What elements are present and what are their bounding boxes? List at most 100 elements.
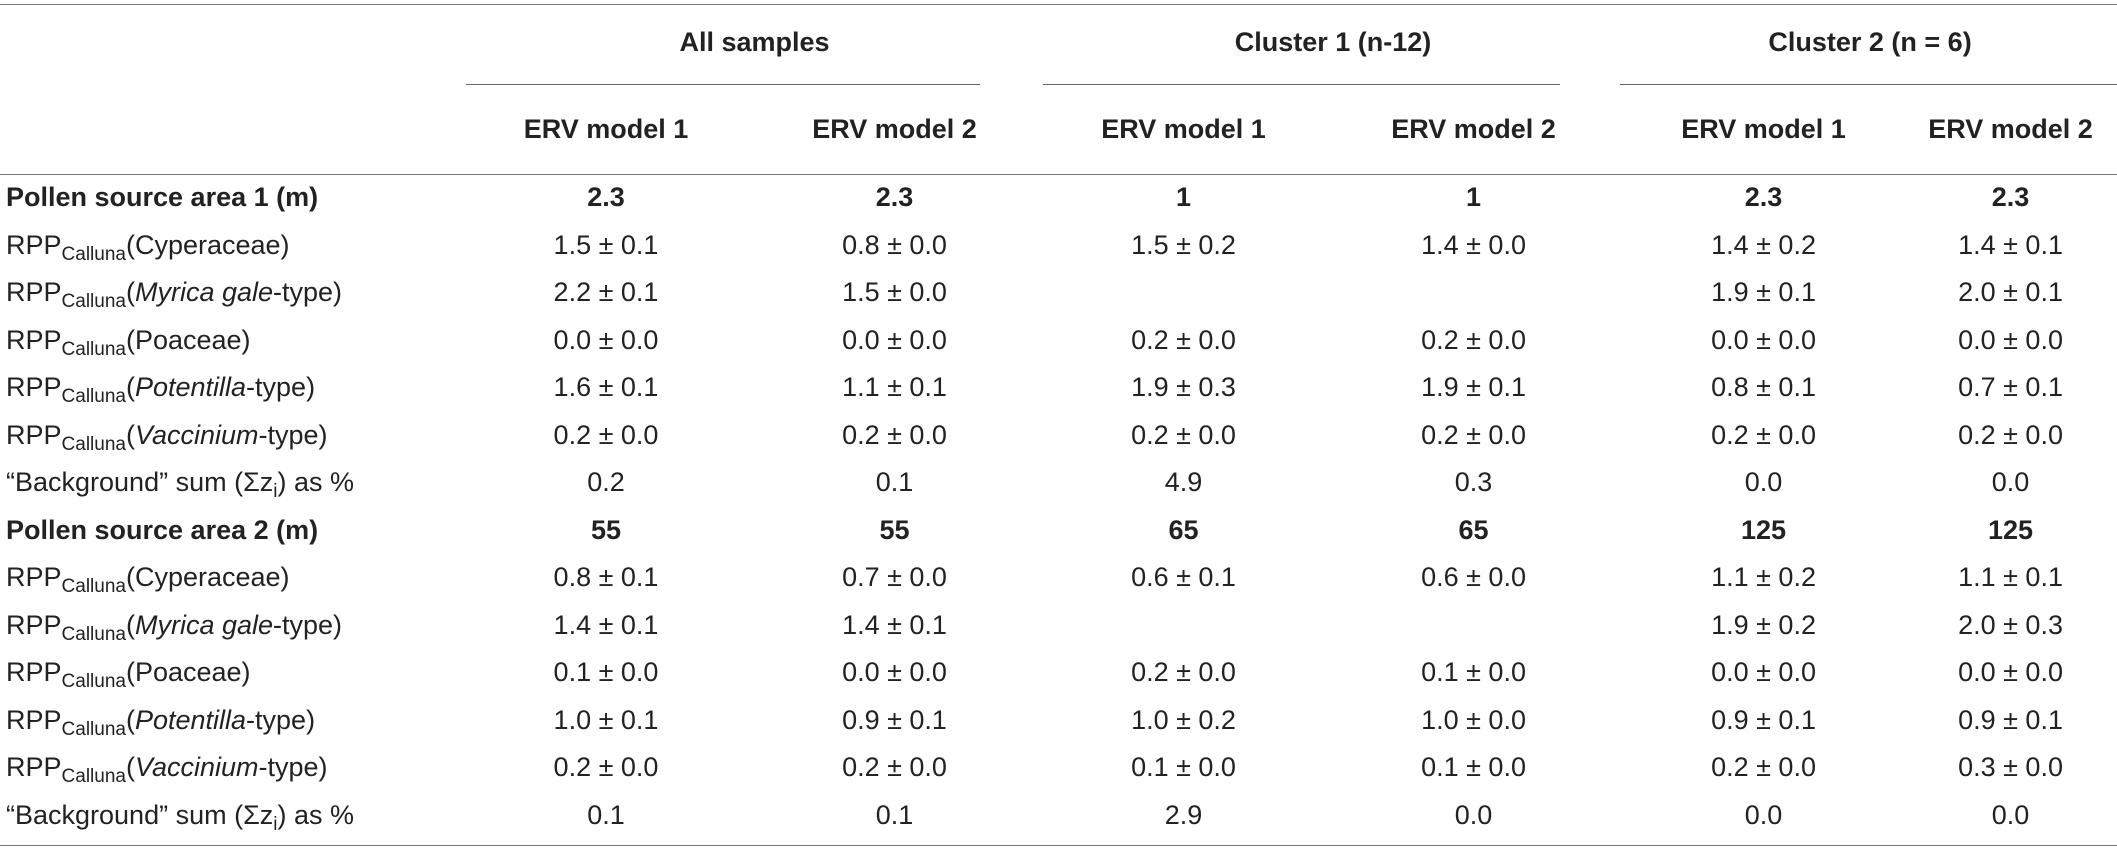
background-label-end: ) as % [277, 467, 355, 498]
table-row: RPPCalluna(Cyperaceae) 1.5 ± 0.1 0.8 ± 0.0… [0, 222, 2117, 270]
table-row: RPPCalluna(Poaceae) 0.1 ± 0.0 0.0 ± 0.0 0.2… [0, 649, 2117, 697]
taxon-open: ( [125, 277, 135, 308]
table-cell: 0.2 ± 0.0 [553, 752, 659, 783]
background-label: “Background” sum (Σz [6, 467, 274, 498]
table-cell: 65 [1458, 514, 1489, 545]
table-cell: 0.0 ± 0.0 [1958, 657, 2063, 688]
table-cell: 2.3 [587, 182, 625, 213]
rpp-subscript: Calluna [61, 433, 126, 455]
table-cell: 0.1 ± 0.0 [553, 657, 659, 688]
table-cell: 0.9 ± 0.1 [1958, 704, 2063, 735]
table-cell: 0.6 ± 0.1 [1131, 562, 1236, 593]
table-cell: 1.9 ± 0.2 [1711, 609, 1816, 640]
row-label: RPPCalluna(Vaccinium-type) [0, 744, 466, 792]
table-cell: 2.0 ± 0.3 [1958, 609, 2063, 640]
table-cell: 0.2 ± 0.0 [1711, 752, 1816, 783]
table-cell: 0.0 [1991, 467, 2030, 498]
table-cell: 0.2 ± 0.0 [1421, 419, 1526, 450]
table-cell: 2.3 [1991, 182, 2030, 213]
group-header-row: All samples Cluster 1 (n-12) Cluster 2 (… [0, 0, 2117, 84]
table-cell: 1.1 ± 0.2 [1711, 562, 1816, 593]
table-cell: 0.1 ± 0.0 [1421, 752, 1526, 783]
header-rule [0, 174, 2117, 175]
table-cell: 0.0 ± 0.0 [1711, 657, 1816, 688]
table-cell: 0.3 ± 0.0 [1958, 752, 2063, 783]
rpp-prefix: RPP [6, 419, 62, 450]
table-cell: 2.2 ± 0.1 [553, 277, 659, 308]
header-corner [0, 0, 466, 84]
table-row: RPPCalluna(Myrica gale-type) 1.4 ± 0.1 1.4… [0, 602, 2117, 650]
rpp-subscript: Calluna [61, 623, 126, 645]
row-label: RPPCalluna(Poaceae) [0, 649, 466, 697]
rpp-subscript: Calluna [61, 338, 126, 360]
table-cell: 125 [1741, 514, 1787, 545]
taxon-name-italic: Vaccinium [134, 419, 259, 450]
table-cell: 0.1 [587, 799, 625, 830]
table-row: “Background” sum (Σzi) as % 0.1 0.1 2.9 0.0 0… [0, 792, 2117, 840]
table-cell: 0.0 ± 0.0 [842, 657, 947, 688]
subheader-row: ERV model 1 ERV model 2 ERV model 1 ERV … [0, 84, 2117, 174]
taxon-name-italic: Vaccinium [134, 752, 259, 783]
table-cell [1043, 269, 1324, 317]
table-cell: 1.9 ± 0.3 [1131, 372, 1236, 403]
group-header: All samples [679, 26, 830, 57]
table-cell: 1.4 ± 0.0 [1421, 229, 1526, 260]
rpp-prefix: RPP [6, 657, 62, 688]
background-subscript: i [273, 813, 278, 835]
table-cell: 1.1 ± 0.1 [842, 372, 947, 403]
table-cell: 1.0 ± 0.2 [1131, 704, 1236, 735]
taxon-close: -type) [246, 704, 316, 735]
table-cell: 55 [879, 514, 910, 545]
table-cell: 1 [1466, 182, 1482, 213]
taxon-open: ( [125, 609, 135, 640]
taxon-open: ( [125, 419, 135, 450]
table-cell: 0.2 ± 0.0 [1958, 419, 2063, 450]
taxon-close: -type) [258, 419, 328, 450]
taxon-name-italic: Myrica gale [134, 277, 274, 308]
table-cell: 0.0 [1744, 467, 1783, 498]
table-cell: 0.1 ± 0.0 [1131, 752, 1236, 783]
table-cell: 0.2 ± 0.0 [1131, 419, 1236, 450]
table-cell [1043, 602, 1324, 650]
group-header: Cluster 1 (n-12) [1234, 26, 1432, 57]
rpp-subscript: Calluna [61, 671, 126, 693]
table-cell: 0.9 ± 0.1 [842, 704, 947, 735]
rpp-subscript: Calluna [61, 243, 126, 265]
table-cell: 0.3 [1454, 467, 1493, 498]
group-rule-all-samples [466, 84, 980, 85]
table-row: RPPCalluna(Potentilla-type) 1.6 ± 0.1 1.1 … [0, 364, 2117, 412]
rpp-prefix: RPP [6, 609, 62, 640]
table-cell: 1.4 ± 0.1 [842, 609, 947, 640]
row-label: RPPCalluna(Potentilla-type) [0, 364, 466, 412]
table-cell: 0.1 [875, 467, 914, 498]
row-label: RPPCalluna(Myrica gale-type) [0, 602, 466, 650]
column-header: ERV model 1 [523, 113, 689, 144]
table-row: RPPCalluna(Poaceae) 0.0 ± 0.0 0.0 ± 0.0 0.2… [0, 317, 2117, 365]
row-label-text: Pollen source area 1 (m) [6, 182, 319, 213]
group-rule-cluster-2 [1620, 84, 2117, 85]
table-cell: 0.2 ± 0.0 [1711, 419, 1816, 450]
table-row: RPPCalluna(Vaccinium-type) 0.2 ± 0.0 0.2 ±… [0, 412, 2117, 460]
table-cell: 0.0 ± 0.0 [1711, 324, 1816, 355]
row-label: Pollen source area 2 (m) [0, 507, 466, 555]
table-cell: 0.7 ± 0.0 [842, 562, 947, 593]
taxon-close: -type) [258, 752, 328, 783]
row-label: RPPCalluna(Cyperaceae) [0, 222, 466, 270]
table-cell: 1.6 ± 0.1 [553, 372, 659, 403]
background-label-end: ) as % [277, 799, 355, 830]
table-cell: 65 [1168, 514, 1199, 545]
row-label: RPPCalluna(Cyperaceae) [0, 554, 466, 602]
table-cell: 1.4 ± 0.2 [1711, 229, 1816, 260]
table-cell: 0.2 ± 0.0 [1131, 324, 1236, 355]
table-row: RPPCalluna(Potentilla-type) 1.0 ± 0.1 0.9 … [0, 697, 2117, 745]
table-cell: 1.1 ± 0.1 [1958, 562, 2063, 593]
rpp-subscript: Calluna [61, 386, 126, 408]
table-cell: 0.2 ± 0.0 [842, 419, 947, 450]
rpp-subscript: Calluna [61, 766, 126, 788]
table-cell [1324, 269, 1623, 317]
bottom-rule [0, 845, 2117, 846]
taxon-close: -type) [273, 277, 343, 308]
table-row: RPPCalluna(Vaccinium-type) 0.2 ± 0.0 0.2 ±… [0, 744, 2117, 792]
table-cell: 0.8 ± 0.1 [1711, 372, 1816, 403]
